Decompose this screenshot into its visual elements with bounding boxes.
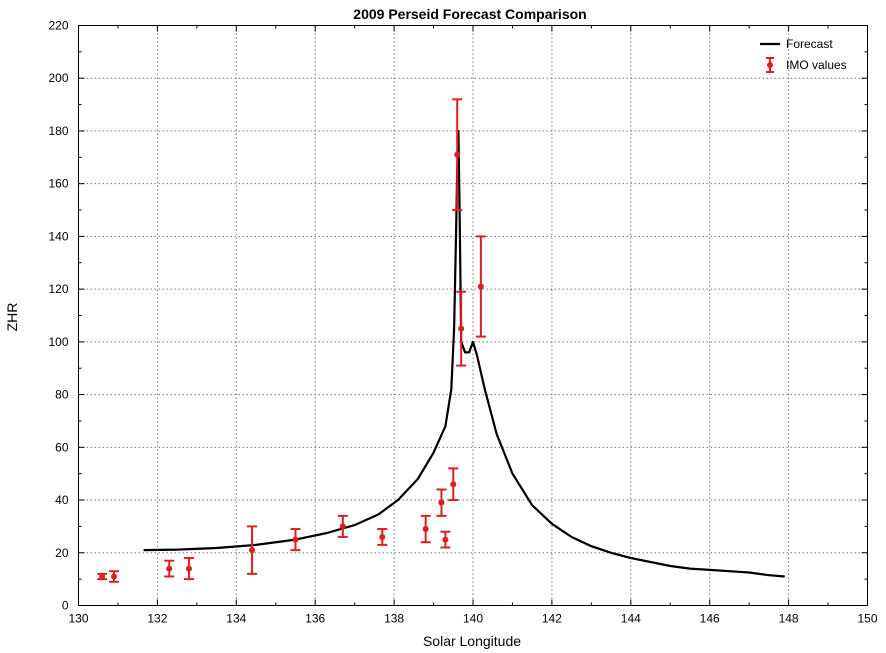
chart-title: 2009 Perseid Forecast Comparison bbox=[353, 6, 586, 22]
imo-point bbox=[339, 523, 346, 530]
y-tick-label: 60 bbox=[55, 440, 69, 454]
x-tick-label: 144 bbox=[621, 612, 641, 626]
x-tick-label: 140 bbox=[463, 612, 483, 626]
imo-point bbox=[99, 573, 106, 580]
x-tick-label: 150 bbox=[857, 612, 877, 626]
y-tick-label: 100 bbox=[48, 335, 68, 349]
x-tick-label: 134 bbox=[226, 612, 246, 626]
y-tick-label: 80 bbox=[55, 388, 69, 402]
y-tick-label: 40 bbox=[55, 493, 69, 507]
imo-point bbox=[379, 533, 386, 540]
x-tick-label: 146 bbox=[700, 612, 720, 626]
x-axis-title: Solar Longitude bbox=[423, 633, 521, 649]
imo-point bbox=[249, 547, 256, 554]
legend-imo-marker bbox=[767, 62, 773, 68]
y-tick-label: 180 bbox=[48, 124, 68, 138]
x-tick-label: 136 bbox=[305, 612, 325, 626]
imo-point bbox=[438, 499, 445, 506]
y-tick-label: 120 bbox=[48, 282, 68, 296]
series-layer bbox=[97, 98, 785, 583]
imo-point bbox=[111, 573, 118, 580]
y-axis-title: ZHR bbox=[4, 303, 20, 332]
y-tick-label: 140 bbox=[48, 229, 68, 243]
imo-point bbox=[442, 536, 449, 543]
imo-point bbox=[450, 481, 457, 488]
legend: Forecast IMO values bbox=[760, 37, 847, 73]
x-tick-label: 142 bbox=[542, 612, 562, 626]
grid bbox=[78, 25, 868, 606]
legend-imo-label: IMO values bbox=[786, 58, 847, 72]
imo-point bbox=[454, 151, 461, 158]
ticks: 130 132 134 136 138 140 142 144 146 148 150 0 20 40 60… bbox=[48, 19, 877, 626]
x-tick-label: 132 bbox=[147, 612, 167, 626]
imo-point bbox=[185, 565, 192, 572]
imo-point bbox=[422, 526, 429, 533]
y-tick-label: 220 bbox=[48, 19, 68, 33]
y-tick-label: 0 bbox=[62, 599, 69, 613]
imo-point bbox=[292, 536, 299, 543]
imo-point bbox=[458, 325, 465, 332]
x-tick-label: 148 bbox=[779, 612, 799, 626]
imo-point bbox=[166, 565, 173, 572]
x-tick-label: 130 bbox=[68, 612, 88, 626]
y-tick-label: 160 bbox=[48, 177, 68, 191]
x-tick-label: 138 bbox=[384, 612, 404, 626]
y-tick-label: 200 bbox=[48, 71, 68, 85]
forecast-line bbox=[143, 129, 785, 578]
legend-forecast-label: Forecast bbox=[786, 37, 833, 51]
imo-point bbox=[477, 283, 484, 290]
y-tick-label: 20 bbox=[55, 546, 69, 560]
